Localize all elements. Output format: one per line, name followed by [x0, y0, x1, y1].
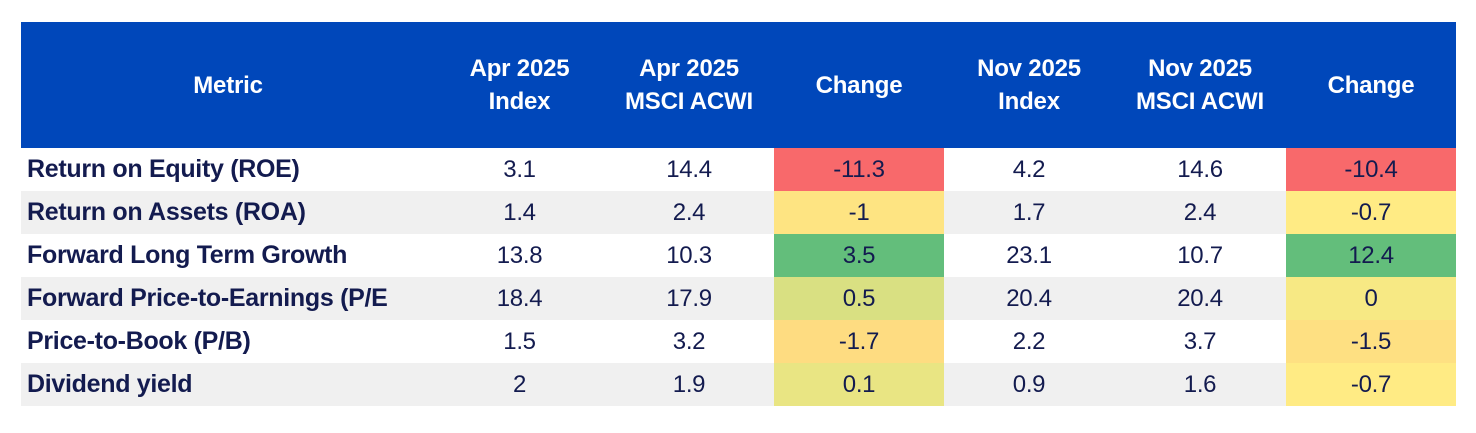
- apr-change-value: 3.5: [774, 234, 944, 277]
- apr-acwi-value: 14.4: [666, 155, 712, 183]
- nov-acwi-value: 10.7: [1177, 241, 1223, 269]
- nov-change-value: 12.4: [1286, 234, 1456, 277]
- apr-change-value: -1: [774, 191, 944, 234]
- apr-acwi-value: 3.2: [672, 327, 706, 355]
- apr-index-value: 2: [435, 363, 604, 406]
- apr-index-value: 13.8: [496, 241, 543, 269]
- apr-acwi-value: 17.9: [604, 277, 774, 320]
- table-row: Forward Price-to-Earnings (P/E 18.4 17.9…: [21, 277, 1456, 320]
- nov-change-value: -0.7: [1286, 363, 1456, 406]
- metric-label: Return on Equity (ROE): [27, 155, 300, 183]
- column-header-metric: Metric: [21, 22, 435, 148]
- column-header-apr-msci-acwi: Apr 2025 MSCI ACWI: [604, 22, 774, 148]
- nov-index-value: 0.9: [944, 363, 1114, 406]
- nov-acwi-value: 20.4: [1114, 277, 1286, 320]
- apr-acwi-value: 1.9: [604, 363, 774, 406]
- apr-index-value: 3.1: [503, 155, 536, 183]
- column-header-apr-index: Apr 2025 Index: [435, 22, 604, 148]
- metrics-comparison-table: Metric Apr 2025 Index Apr 2025 MSCI ACWI…: [21, 22, 1456, 406]
- nov-change-value: -0.7: [1286, 191, 1456, 234]
- metric-label: Forward Long Term Growth: [27, 241, 348, 269]
- apr-index-value: 1.5: [503, 327, 536, 355]
- apr-change-value: 0.1: [774, 363, 944, 406]
- apr-change-value: -1.7: [774, 320, 944, 363]
- metric-label: Price-to-Book (P/B): [27, 327, 251, 355]
- nov-index-value: 2.2: [1012, 327, 1046, 355]
- nov-index-value: 4.2: [1012, 155, 1046, 183]
- column-header-apr-change: Change: [774, 22, 944, 148]
- metric-label: Forward Price-to-Earnings (P/E: [21, 277, 435, 320]
- table-header-row: Metric Apr 2025 Index Apr 2025 MSCI ACWI…: [21, 22, 1456, 148]
- metric-label: Return on Assets (ROA): [21, 191, 435, 234]
- nov-change-value: -1.5: [1286, 320, 1456, 363]
- nov-acwi-value: 3.7: [1183, 327, 1217, 355]
- table-row: Dividend yield 2 1.9 0.1 0.9 1.6 -0.7: [21, 363, 1456, 406]
- apr-index-value: 1.4: [435, 191, 604, 234]
- nov-index-value: 23.1: [1006, 241, 1052, 269]
- apr-change-value: -11.3: [774, 148, 944, 191]
- nov-index-value: 1.7: [944, 191, 1114, 234]
- metric-label: Dividend yield: [21, 363, 435, 406]
- apr-acwi-value: 10.3: [666, 241, 712, 269]
- column-header-nov-change: Change: [1286, 22, 1456, 148]
- nov-acwi-value: 1.6: [1114, 363, 1286, 406]
- apr-index-value: 18.4: [435, 277, 604, 320]
- apr-acwi-value: 2.4: [604, 191, 774, 234]
- nov-acwi-value: 14.6: [1177, 155, 1223, 183]
- column-header-nov-index: Nov 2025 Index: [944, 22, 1114, 148]
- apr-change-value: 0.5: [774, 277, 944, 320]
- table-row: Price-to-Book (P/B) 1.5 3.2 -1.7 2.2 3.7…: [21, 320, 1456, 363]
- table-row: Forward Long Term Growth 13.8 10.3 3.5 2…: [21, 234, 1456, 277]
- nov-index-value: 20.4: [944, 277, 1114, 320]
- table-row: Return on Equity (ROE) 3.1 14.4 -11.3 4.…: [21, 148, 1456, 191]
- table-row: Return on Assets (ROA) 1.4 2.4 -1 1.7 2.…: [21, 191, 1456, 234]
- nov-change-value: -10.4: [1286, 148, 1456, 191]
- column-header-nov-msci-acwi: Nov 2025 MSCI ACWI: [1114, 22, 1286, 148]
- nov-change-value: 0: [1286, 277, 1456, 320]
- nov-acwi-value: 2.4: [1114, 191, 1286, 234]
